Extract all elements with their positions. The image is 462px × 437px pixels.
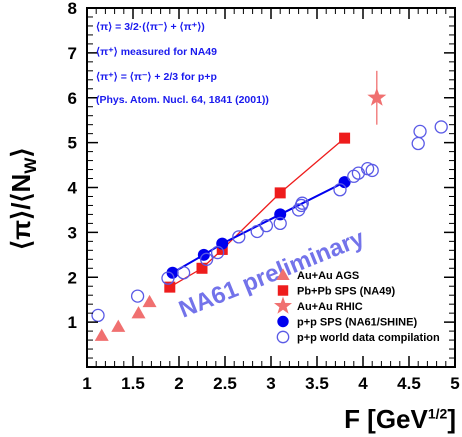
data-point — [166, 266, 179, 279]
data-point — [250, 224, 264, 239]
y-tick-label: 6 — [68, 89, 77, 108]
y-axis-label-end: ⟩ — [6, 147, 36, 157]
y-axis-label: ⟨π⟩/⟨NW⟩ — [2, 147, 42, 250]
series-2 — [367, 70, 387, 125]
data-point — [273, 216, 287, 231]
data-point — [232, 230, 246, 244]
x-tick-label: 2 — [174, 374, 183, 393]
data-point — [274, 208, 287, 221]
series-layer — [91, 70, 448, 341]
x-tick-label: 1 — [82, 374, 91, 393]
x-axis-label-sup: 1/2 — [427, 405, 448, 422]
y-axis-label-main: ⟨π⟩/⟨N — [6, 174, 36, 250]
data-point — [130, 289, 145, 303]
y-tick-label: 3 — [68, 223, 77, 242]
data-point — [295, 196, 309, 210]
data-point — [434, 120, 448, 134]
data-point — [413, 124, 427, 139]
y-tick-label: 5 — [68, 134, 77, 153]
svg-text:⟨π⟩/⟨NW⟩: ⟨π⟩/⟨NW⟩ — [6, 147, 40, 250]
legend-marker — [276, 330, 290, 344]
x-tick-label: 1.5 — [121, 374, 145, 393]
data-point — [197, 248, 210, 261]
legend-label: p+p SPS (NA61/SHINE) — [297, 317, 417, 329]
legend-label: Au+Au AGS — [297, 270, 359, 282]
legend-label: Au+Au RHIC — [297, 301, 363, 313]
data-point — [339, 132, 351, 144]
annotation-line: ⟨π⁺⟩ = ⟨π⁻⟩ + 2/3 for p+p — [96, 71, 217, 83]
legend-label: p+p world data compilation — [297, 332, 440, 344]
data-point — [333, 183, 347, 197]
data-point — [161, 271, 175, 285]
y-tick-label: 1 — [68, 313, 77, 332]
data-point — [164, 281, 176, 293]
x-tick-label: 3.5 — [305, 374, 329, 393]
data-point — [196, 262, 208, 274]
data-point — [111, 319, 126, 332]
x-tick-label: 3 — [266, 374, 275, 393]
series-0 — [94, 294, 157, 341]
annotation-line: ⟨π⟩ = 3/2·(⟨π⁻⟩ + ⟨π⁺⟩) — [96, 21, 205, 33]
annotation-line: (Phys. Atom. Nucl. 64, 1841 (2001)) — [96, 94, 269, 106]
annotation-line: ⟨π⁺⟩ measured for NA49 — [96, 46, 217, 58]
x-tick-label: 2.5 — [213, 374, 237, 393]
series-4 — [91, 120, 448, 323]
data-point — [365, 163, 379, 178]
axes: 1 1.5 2 2.5 3 3.5 4 4.5 5 1 2 3 4 5 6 7 8 — [68, 0, 460, 393]
data-point — [199, 252, 214, 266]
legend: Au+Au AGS Pb+Pb SPS (NA49) Au+Au RHIC p+p S… — [274, 268, 440, 344]
data-point — [142, 294, 157, 308]
y-tick-label: 8 — [68, 0, 77, 18]
data-point — [210, 245, 225, 260]
x-tick-label: 5 — [450, 374, 459, 393]
data-point — [131, 306, 146, 319]
x-axis-label-end: ] — [447, 404, 456, 434]
data-point — [259, 218, 274, 233]
x-tick-label: 4 — [358, 374, 368, 393]
legend-marker — [276, 268, 290, 280]
y-tick-label: 4 — [68, 179, 78, 198]
y-tick-label: 2 — [68, 268, 77, 287]
y-axis-label-sub: W — [21, 157, 40, 174]
legend-marker — [277, 285, 289, 296]
data-point — [411, 136, 425, 151]
x-tick-label: 4.5 — [397, 374, 421, 393]
x-axis-label-main: F [GeV — [344, 404, 428, 434]
data-point — [91, 308, 105, 323]
data-point — [176, 266, 191, 280]
legend-label: Pb+Pb SPS (NA49) — [297, 286, 395, 298]
data-point — [367, 87, 387, 106]
y-tick-label: 7 — [68, 44, 77, 63]
data-point — [338, 176, 351, 189]
legend-marker — [274, 296, 292, 314]
data-point — [274, 187, 286, 199]
legend-marker — [277, 315, 289, 328]
data-point — [94, 328, 109, 341]
x-axis-label: F [GeV1/2] — [344, 404, 456, 435]
